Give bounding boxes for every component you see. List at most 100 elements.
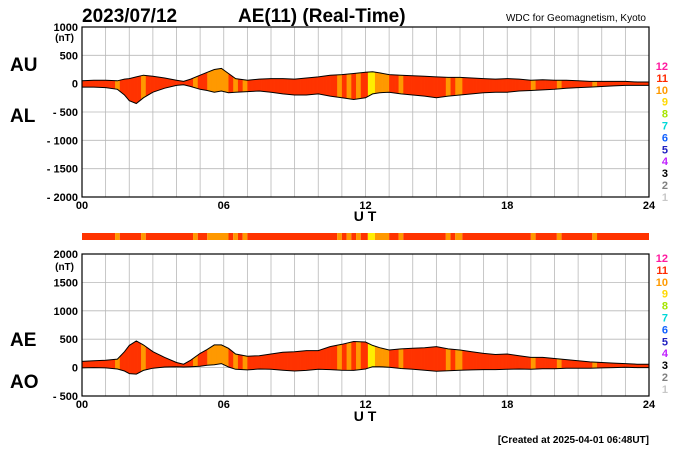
bottom-fill-slice (245, 355, 247, 370)
top-fill-slice (122, 79, 124, 94)
top-ytick-label: 1000 (54, 22, 78, 34)
top-fill-slice (539, 79, 541, 91)
bottom-fill-slice (365, 342, 368, 369)
bottom-fill-slice (261, 355, 264, 370)
top-fill-slice (606, 81, 609, 87)
top-fill-slice (259, 79, 261, 92)
bottom-fill-slice (258, 355, 260, 370)
top-fill-slice (219, 68, 221, 92)
bottom-fill-slice (82, 361, 84, 368)
bottom-fill-slice (607, 362, 610, 368)
bottom-fill-slice (294, 351, 297, 371)
top-au-line (81, 67, 649, 83)
top-fill-slice (143, 75, 146, 98)
top-fill-slice (128, 78, 130, 100)
bottom-fill-slice (156, 353, 158, 368)
top-fill-slice (84, 80, 86, 88)
bottom-fill-slice (99, 360, 102, 368)
bottom-fill-slice (584, 361, 586, 369)
top-fill-slice (549, 80, 552, 90)
top-fill-slice (82, 80, 84, 88)
top-fill-slice (548, 80, 551, 90)
top-fill-slice (437, 76, 440, 98)
top-fill-slice (105, 80, 108, 88)
bottom-fill-slice (106, 360, 109, 369)
bottom-fill-slice (236, 354, 239, 370)
top-fill-slice (211, 70, 214, 92)
top-fill-slice (373, 72, 376, 94)
level-legend-item: 3 (662, 360, 668, 372)
top-fill-slice (240, 79, 242, 92)
bottom-fill-slice (495, 354, 498, 370)
bottom-fill-slice (344, 343, 346, 371)
bottom-fill-slice (552, 358, 554, 369)
bottom-fill-slice (378, 347, 381, 367)
bottom-fill-slice (429, 347, 431, 371)
bottom-fill-slice (200, 353, 202, 367)
level-legend-item: 9 (662, 289, 668, 301)
top-fill-slice (400, 75, 403, 94)
top-fill-slice (550, 80, 553, 90)
bottom-fill-slice (491, 354, 494, 370)
top-fill-slice (261, 78, 264, 92)
top-fill-slice (536, 79, 539, 91)
bottom-fill-slice (621, 363, 624, 368)
bottom-fill-slice (454, 349, 456, 371)
bottom-fill-slice (278, 352, 280, 370)
bottom-fill-slice (451, 349, 454, 371)
top-grid (81, 26, 650, 198)
bottom-xtick-label: 00 (76, 399, 88, 411)
level-legend-item: 4 (662, 156, 669, 168)
bottom-fill-slice (430, 347, 433, 371)
top-fill-slice (582, 81, 585, 88)
top-fill-slice (621, 81, 624, 86)
bottom-fill-slice (286, 352, 288, 371)
bottom-fill-slice (562, 359, 565, 369)
top-fill-slice (260, 79, 262, 92)
activity-segment (389, 233, 399, 240)
bottom-fill-slice (568, 359, 571, 369)
bottom-fill-slice (219, 344, 221, 364)
level-legend-item: 6 (662, 132, 668, 144)
bottom-fill-slice (444, 348, 447, 371)
top-fill-slice (347, 73, 350, 99)
bottom-fill-slice (392, 349, 395, 368)
activity-segment (592, 233, 598, 240)
level-legend-item: 7 (662, 121, 668, 133)
top-fill-slice (413, 75, 416, 96)
bottom-fill-slice (105, 360, 108, 368)
bottom-fill-slice (438, 347, 441, 372)
top-fill-slice (176, 80, 179, 86)
bottom-fill-slice (151, 351, 154, 369)
top-fill-slice (504, 78, 507, 93)
top-xtick-label: 00 (76, 200, 88, 212)
bottom-fill-slice (351, 341, 353, 371)
bottom-fill-slice (315, 350, 318, 370)
top-fill-slice (620, 81, 623, 86)
top-fill-slice (202, 73, 205, 90)
bottom-fill-slice (354, 341, 357, 371)
bottom-fill-slice (476, 352, 479, 370)
bottom-fill-slice (104, 360, 107, 368)
bottom-fill-slice (432, 346, 435, 372)
top-fill-slice (386, 74, 389, 93)
top-fill-slice (152, 76, 155, 92)
bottom-fill-slice (386, 349, 389, 368)
bottom-ytick-label: 1000 (54, 306, 78, 318)
bottom-fill-slice (399, 348, 402, 369)
top-fill-slice (638, 81, 640, 86)
bottom-fill-slice (602, 362, 605, 368)
top-fill-slice (249, 79, 252, 92)
top-fill-slice (163, 77, 166, 89)
top-fill-slice (541, 79, 544, 90)
bottom-fill-slice (637, 364, 639, 368)
top-fill-slice (94, 80, 97, 88)
top-fill-slice (233, 77, 235, 93)
top-fill-slice (594, 81, 597, 87)
activity-segment (351, 233, 357, 240)
top-fill-slice (367, 72, 370, 97)
bottom-fill-slice (465, 350, 468, 370)
top-fill-slice (138, 76, 141, 102)
bottom-fill-slice (644, 364, 646, 368)
